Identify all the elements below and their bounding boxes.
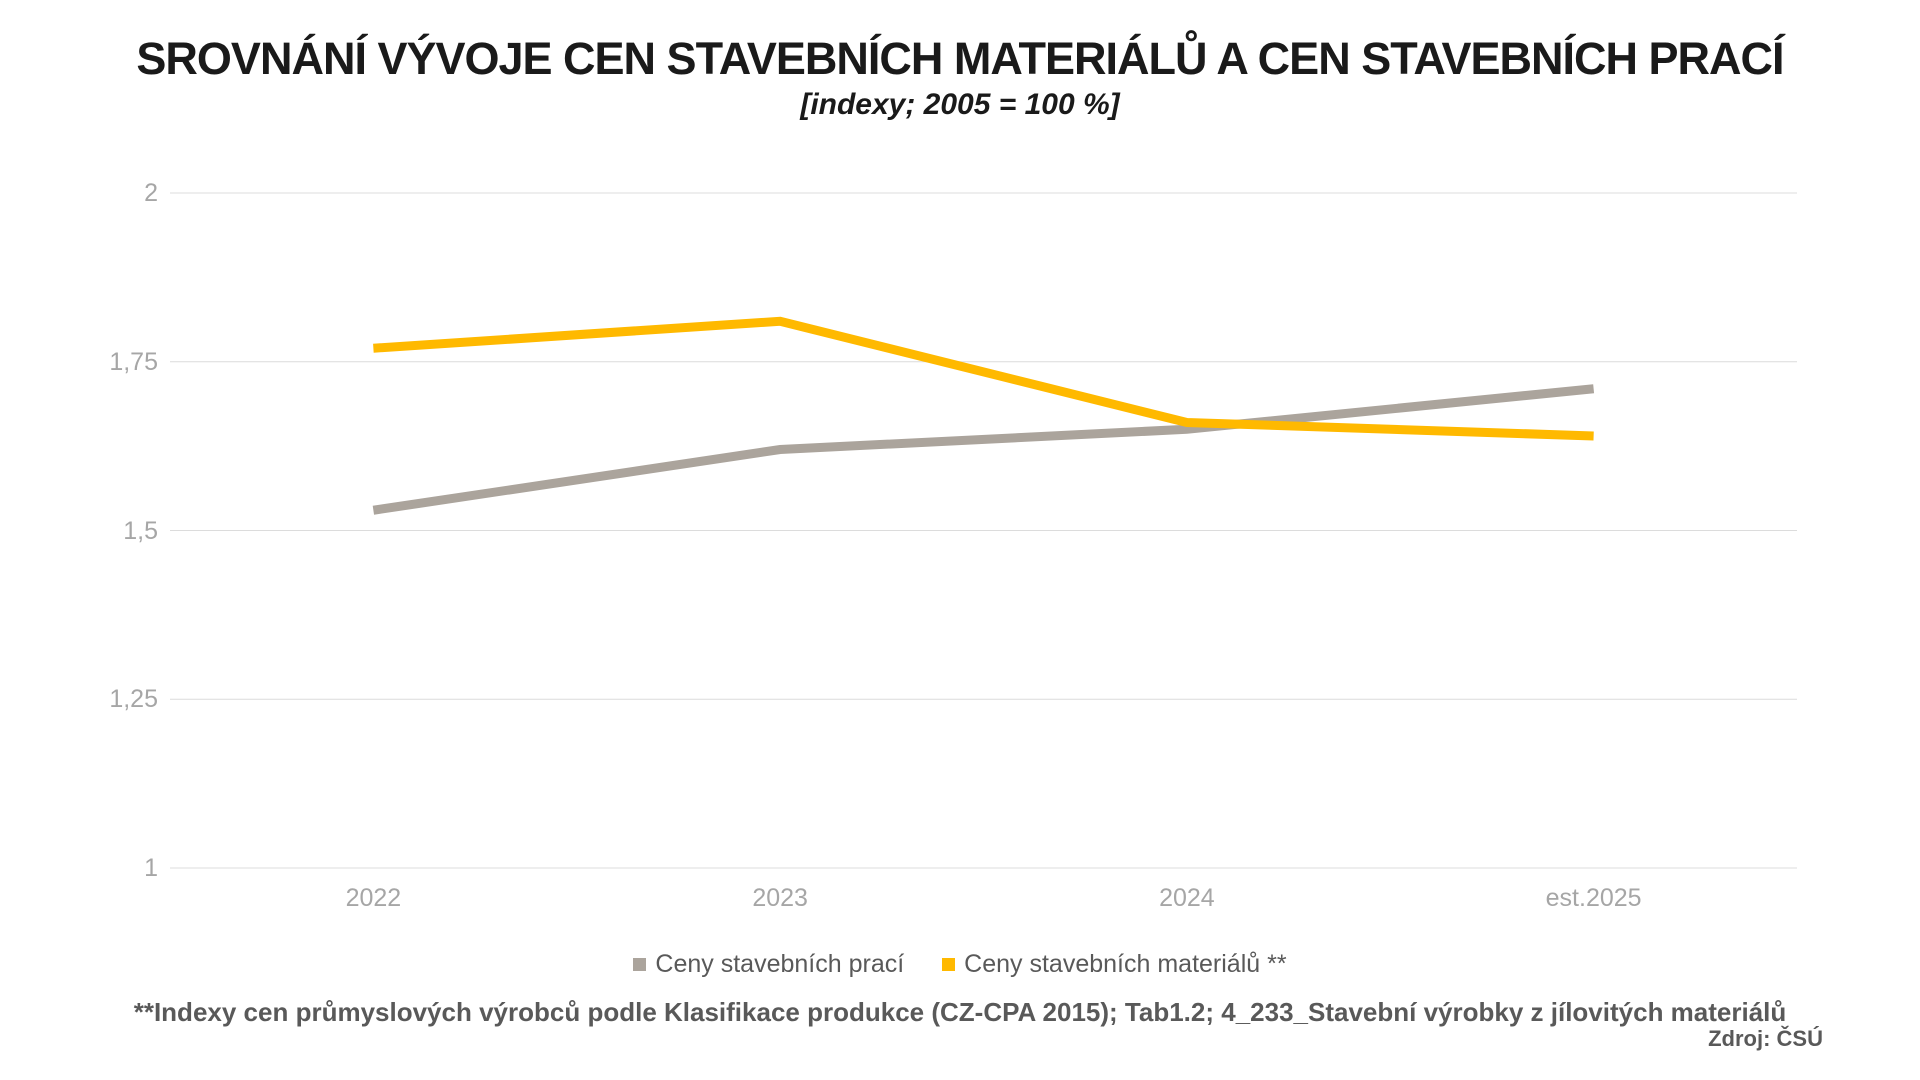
y-tick-label: 1,5 [123,516,158,545]
footnote: **Indexy cen průmyslových výrobců podle … [133,997,1787,1027]
legend-swatch-icon [942,957,956,971]
gridline-group [170,192,1797,869]
chart-title: SROVNÁNÍ VÝVOJE CEN STAVEBNÍCH MATERIÁLŮ… [136,33,1784,84]
x-tick-label: 2024 [1159,884,1215,912]
chart-header: SROVNÁNÍ VÝVOJE CEN STAVEBNÍCH MATERIÁLŮ… [0,33,1920,122]
x-tick-label: 2023 [752,884,808,912]
y-tick-label: 1,75 [109,347,158,376]
series-line-1 [373,316,1594,441]
legend-label: Ceny stavebních materiálů ** [964,950,1287,978]
legend-label: Ceny stavebních prací [655,950,905,978]
legend: Ceny stavebních prací Ceny stavebních mat… [0,948,1920,980]
legend-swatch-icon [633,957,647,971]
x-tick-label: 2022 [345,884,402,912]
chart-subtitle: [indexy; 2005 = 100 %] [800,88,1120,122]
y-tick-label: 1,25 [109,685,158,714]
source-credit: Zdroj: ČSÚ [1708,1026,1823,1051]
series-line-0 [372,384,1595,515]
legend-item: Ceny stavebních materiálů ** [942,948,1287,980]
y-tick-label: 1 [144,854,158,882]
series-line-group [372,316,1595,515]
x-tick-label: est.2025 [1545,884,1642,912]
y-tick-label: 2 [144,179,158,207]
legend-item: Ceny stavebních prací [633,948,904,980]
